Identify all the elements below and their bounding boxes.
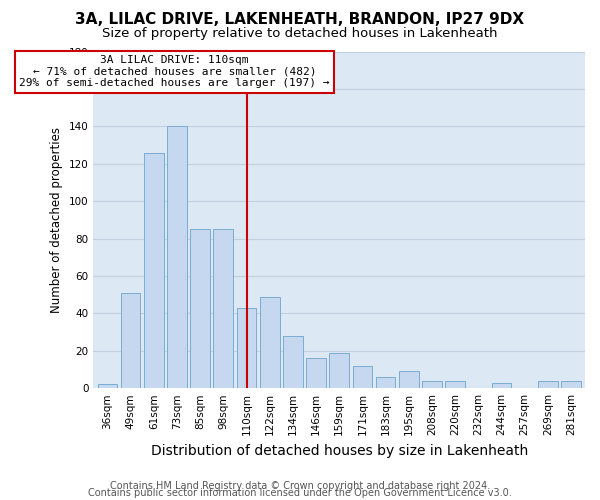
Bar	[167, 126, 187, 388]
Bar	[214, 229, 233, 388]
Text: Contains public sector information licensed under the Open Government Licence v3: Contains public sector information licen…	[88, 488, 512, 498]
Bar	[236, 308, 256, 388]
Bar	[376, 377, 395, 388]
Bar	[306, 358, 326, 388]
Y-axis label: Number of detached properties: Number of detached properties	[50, 127, 64, 313]
Bar	[399, 372, 419, 388]
Bar	[538, 380, 558, 388]
Bar	[561, 380, 581, 388]
Bar	[260, 296, 280, 388]
Bar	[144, 152, 164, 388]
X-axis label: Distribution of detached houses by size in Lakenheath: Distribution of detached houses by size …	[151, 444, 528, 458]
Bar	[283, 336, 303, 388]
Text: 3A LILAC DRIVE: 110sqm
← 71% of detached houses are smaller (482)
29% of semi-de: 3A LILAC DRIVE: 110sqm ← 71% of detached…	[19, 55, 330, 88]
Bar	[121, 293, 140, 388]
Bar	[445, 380, 465, 388]
Text: 3A, LILAC DRIVE, LAKENHEATH, BRANDON, IP27 9DX: 3A, LILAC DRIVE, LAKENHEATH, BRANDON, IP…	[76, 12, 524, 28]
Bar	[491, 382, 511, 388]
Bar	[190, 229, 210, 388]
Bar	[98, 384, 117, 388]
Bar	[329, 352, 349, 388]
Text: Contains HM Land Registry data © Crown copyright and database right 2024.: Contains HM Land Registry data © Crown c…	[110, 481, 490, 491]
Text: Size of property relative to detached houses in Lakenheath: Size of property relative to detached ho…	[102, 28, 498, 40]
Bar	[353, 366, 372, 388]
Bar	[422, 380, 442, 388]
